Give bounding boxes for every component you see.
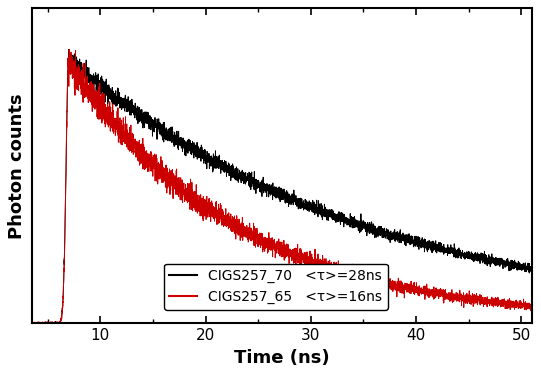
Line: CIGS257_70: CIGS257_70 bbox=[32, 50, 532, 323]
CIGS257_70 bbox=[29, 321, 35, 326]
Y-axis label: Photon counts: Photon counts bbox=[8, 93, 27, 238]
CIGS257_65 bbox=[529, 302, 535, 306]
CIGS257_65 bbox=[149, 158, 156, 162]
CIGS257_65 bbox=[29, 321, 35, 326]
CIGS257_70 bbox=[529, 264, 535, 268]
CIGS257_70 bbox=[214, 163, 220, 167]
CIGS257_70 bbox=[65, 47, 72, 52]
CIGS257_65 bbox=[29, 321, 35, 325]
CIGS257_70 bbox=[47, 321, 54, 325]
Legend: CIGS257_70   <τ>=28ns, CIGS257_65   <τ>=16ns: CIGS257_70 <τ>=28ns, CIGS257_65 <τ>=16ns bbox=[164, 264, 388, 310]
X-axis label: Time (ns): Time (ns) bbox=[234, 349, 329, 367]
Line: CIGS257_65: CIGS257_65 bbox=[32, 50, 532, 323]
CIGS257_65 bbox=[66, 47, 72, 52]
CIGS257_70 bbox=[197, 158, 204, 162]
CIGS257_70 bbox=[149, 134, 156, 138]
CIGS257_70 bbox=[29, 321, 35, 325]
CIGS257_65 bbox=[39, 321, 45, 326]
CIGS257_70 bbox=[39, 321, 45, 326]
CIGS257_65 bbox=[47, 320, 54, 325]
CIGS257_65 bbox=[197, 205, 204, 210]
CIGS257_65 bbox=[133, 147, 140, 151]
CIGS257_70 bbox=[133, 110, 140, 114]
CIGS257_65 bbox=[214, 207, 220, 211]
